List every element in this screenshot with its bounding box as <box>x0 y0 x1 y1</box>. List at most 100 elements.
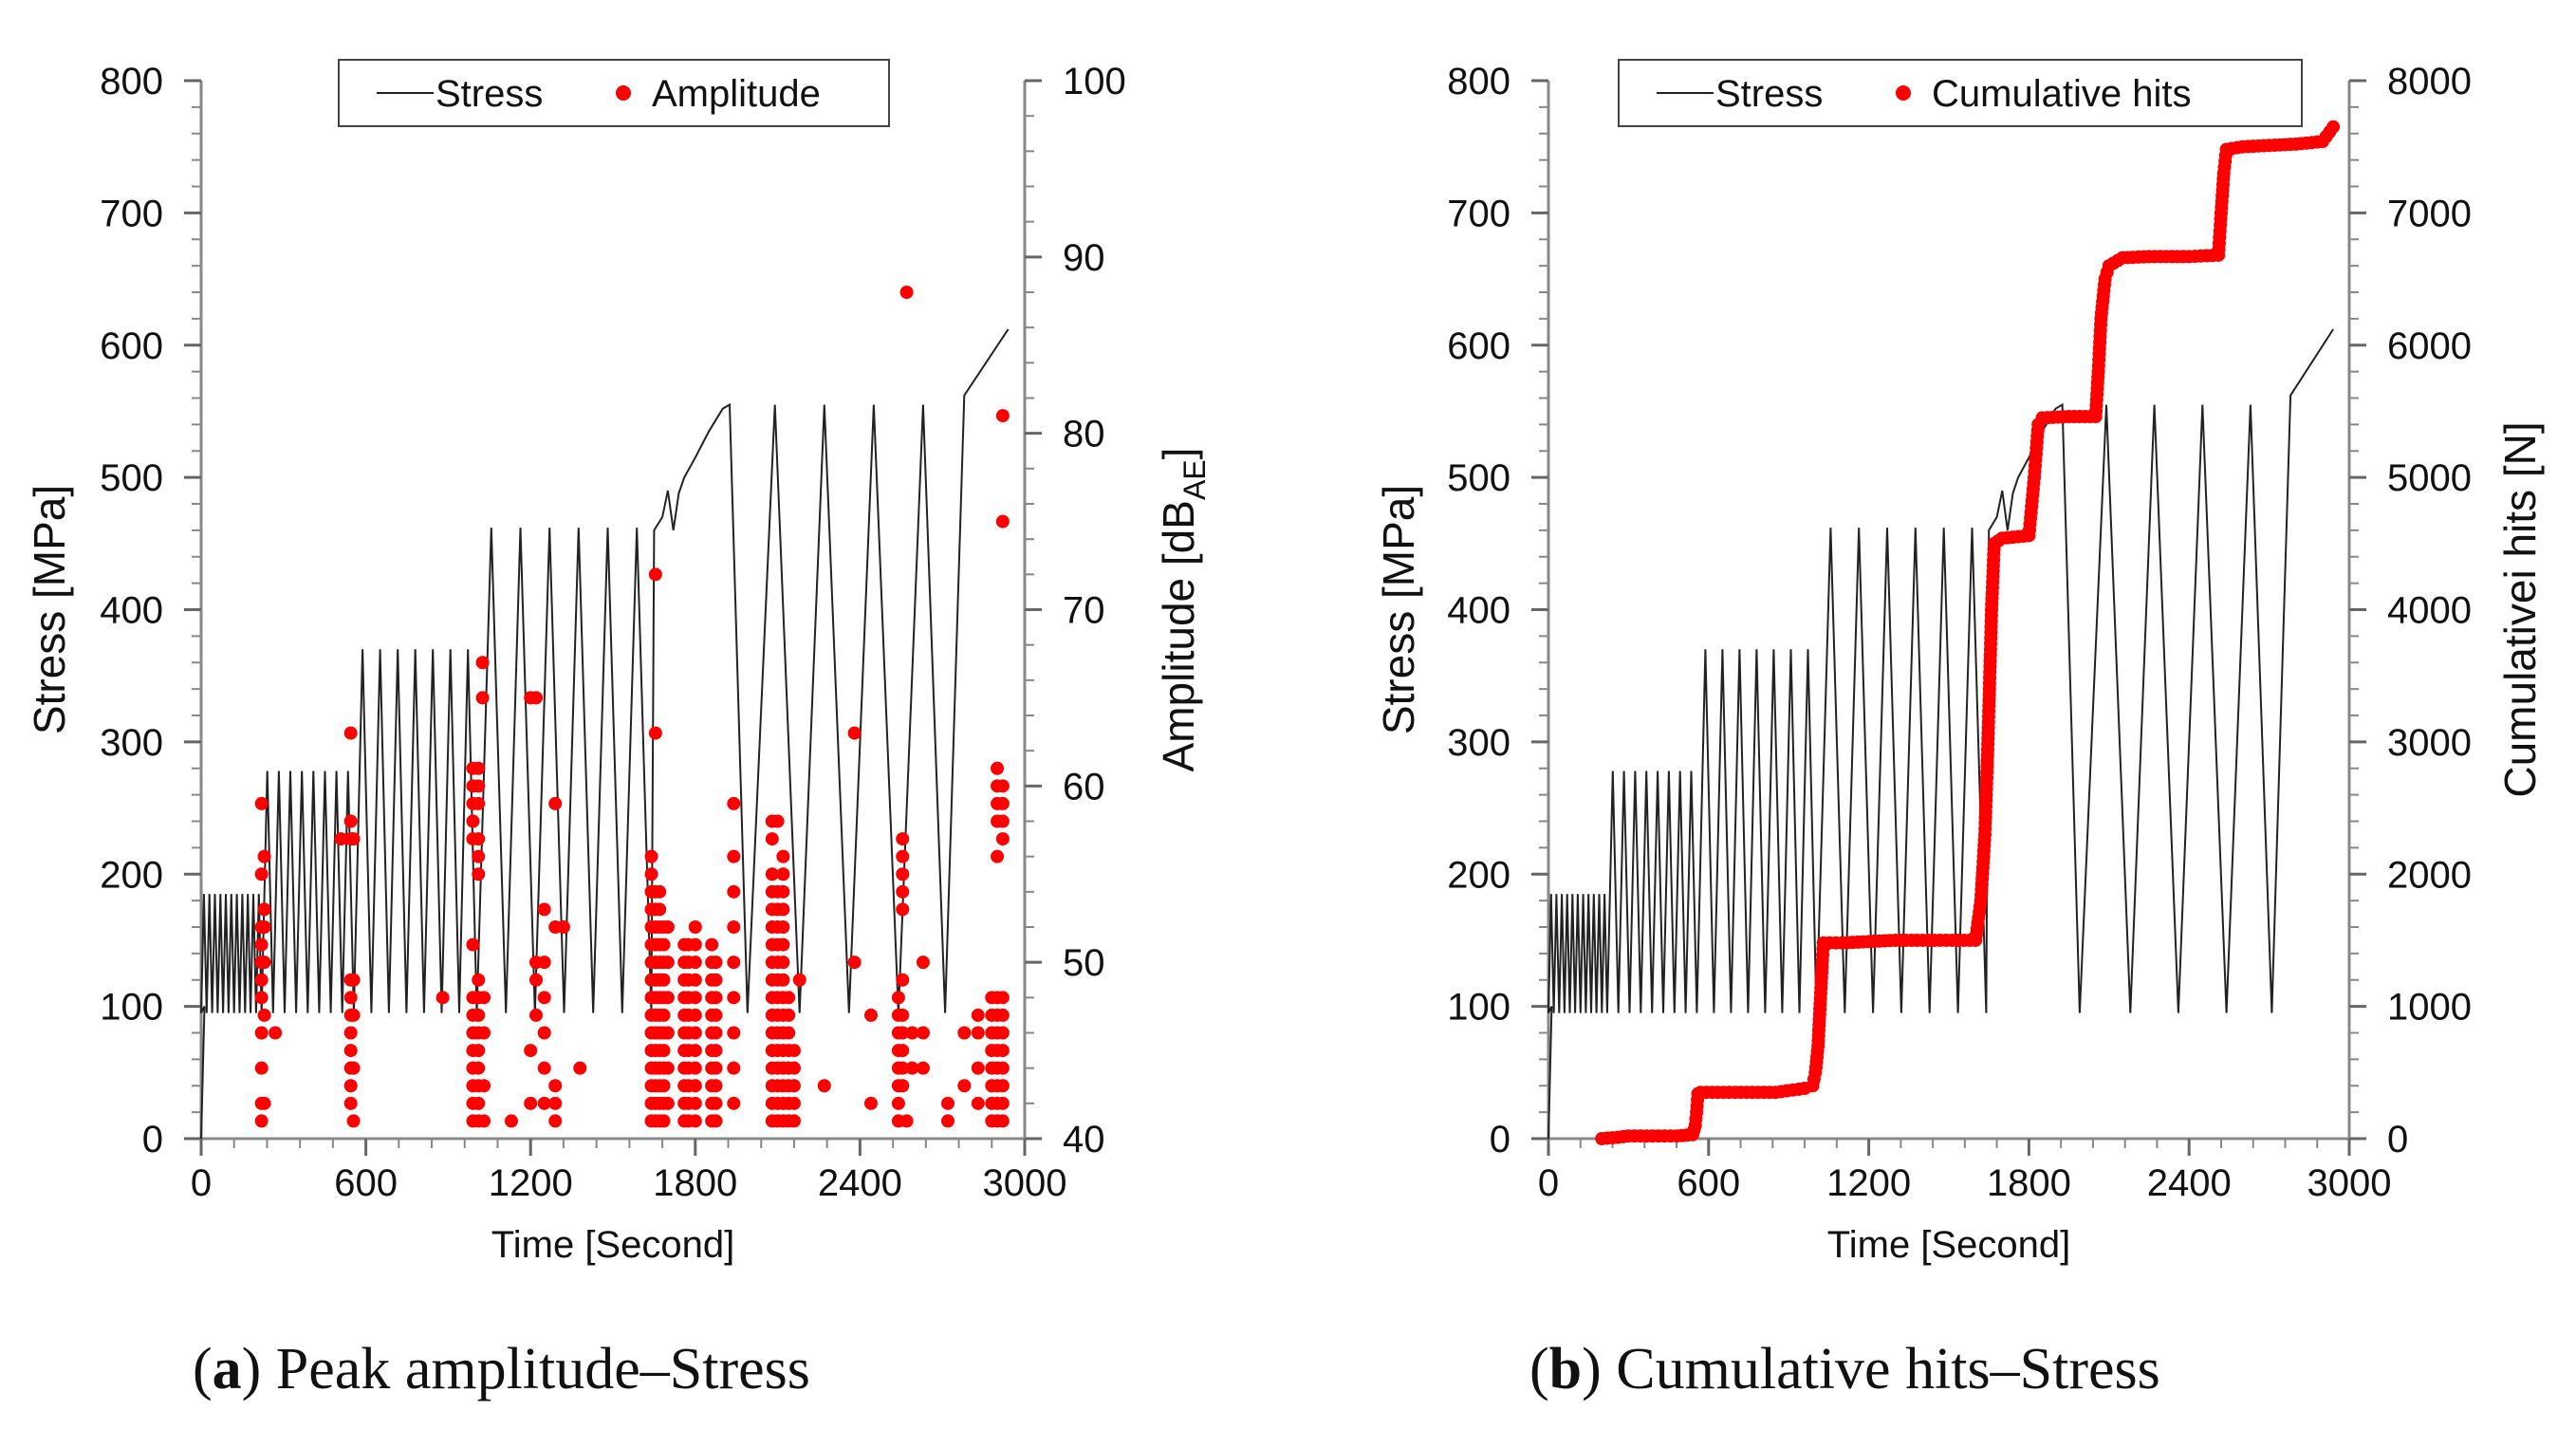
panel-b-y2-tick-label: 8000 <box>2387 61 2472 102</box>
panel-a-amplitude-point <box>472 1044 486 1058</box>
panel-a-y2-tick-label: 40 <box>1063 1119 1105 1160</box>
panel-a-amplitude-point <box>940 1114 954 1128</box>
panel-a-amplitude-point <box>727 1061 741 1075</box>
panel-a-amplitude-point <box>776 920 790 934</box>
panel-a-amplitude-point <box>995 1026 1010 1040</box>
panel-a-amplitude-point <box>660 920 675 934</box>
panel-a-amplitude-point <box>688 1061 702 1075</box>
panel-b-y2-tick-label: 3000 <box>2387 722 2472 764</box>
panel-a-amplitude-point <box>916 956 930 970</box>
panel-a-amplitude-point <box>709 1044 723 1058</box>
panel-a-amplitude-point <box>537 956 551 970</box>
panel-b-y-axis-title: Stress [MPa] <box>1374 485 1423 734</box>
panel-a-amplitude-point <box>709 1096 723 1110</box>
panel-a-x-tick-label: 600 <box>334 1162 398 1204</box>
panel-a-amplitude-point <box>709 1026 723 1040</box>
panel-a-amplitude-point <box>504 1114 518 1128</box>
panel-a-amplitude-point <box>334 832 348 846</box>
panel-a-amplitude-point <box>254 1114 269 1128</box>
panel-a-x-tick-label: 2400 <box>818 1162 902 1204</box>
panel-a-amplitude-point <box>477 1079 491 1093</box>
panel-a-amplitude-point <box>899 1114 914 1128</box>
panel-a-amplitude-point <box>896 849 910 863</box>
panel-b-y-tick-label: 700 <box>1447 193 1510 234</box>
panel-a-amplitude-point <box>657 1008 671 1022</box>
panel-a-amplitude-point <box>653 884 667 899</box>
panel-a-amplitude-point <box>254 1061 269 1075</box>
panel-a-amplitude-point <box>688 937 702 952</box>
panel-a-amplitude-point <box>257 849 271 863</box>
panel-a-amplitude-point <box>343 814 358 828</box>
panel-a-amplitude-point <box>971 1096 985 1110</box>
panel-a-y-tick-label: 200 <box>100 854 163 896</box>
panel-a-amplitude-point <box>787 1096 801 1110</box>
panel-a-amplitude-point <box>524 1096 538 1110</box>
panel-a-x-axis-title: Time [Second] <box>491 1224 734 1266</box>
panel-a-amplitude-point <box>472 779 486 793</box>
panel-a-amplitude-point <box>776 973 790 987</box>
panel-a-amplitude-point <box>995 779 1010 793</box>
panel-a-amplitude-point <box>896 973 910 987</box>
panel-a-y2-tick-label: 80 <box>1063 414 1105 455</box>
panel-a-amplitude-point <box>548 1096 563 1110</box>
panel-a-amplitude-point <box>709 1079 723 1093</box>
panel-a-x-tick-label: 1200 <box>489 1162 573 1204</box>
panel-b-y2-tick-label: 5000 <box>2387 457 2472 499</box>
panel-a-amplitude-point <box>727 1026 741 1040</box>
panel-a-y2-tick-label: 50 <box>1063 942 1105 984</box>
panel-a-amplitude-point <box>782 991 796 1005</box>
panel-a-legend-scatter-swatch <box>616 85 631 101</box>
panel-a-amplitude-point <box>477 991 491 1005</box>
panel-a-amplitude-point <box>971 1026 985 1040</box>
panel-a-amplitude-point <box>343 991 358 1005</box>
panel-b-y2-tick-label: 1000 <box>2387 987 2472 1029</box>
panel-a-amplitude-point <box>776 937 790 952</box>
panel-a-amplitude-point <box>709 1114 723 1128</box>
panel-a-amplitude-point <box>776 956 790 970</box>
panel-a-amplitude-point <box>709 991 723 1005</box>
panel-a-amplitude-point <box>727 1096 741 1110</box>
panel-a-amplitude-point <box>346 1114 361 1128</box>
panel-a-amplitude-point <box>688 920 702 934</box>
panel-a-amplitude-point <box>709 1061 723 1075</box>
panel-a-amplitude-point <box>548 1114 563 1128</box>
panel-a-amplitude-point <box>528 1008 543 1022</box>
panel-a-amplitude-point <box>995 832 1010 846</box>
panel-a-y2-axis-title: Amplitude [dBAE] <box>1154 448 1212 772</box>
panel-a-amplitude-point <box>971 1008 985 1022</box>
panel-a-amplitude-point <box>477 1114 491 1128</box>
panel-a-amplitude-point <box>346 973 361 987</box>
panel-a-amplitude-point <box>995 1044 1010 1058</box>
panel-a-chart: 0 600 1200 1800 2400 3000 0 100 200 300 400 500 600 7… <box>25 59 1212 1401</box>
panel-a-amplitude-point <box>257 956 271 970</box>
panel-b-legend-stress-label: Stress <box>1715 73 1823 115</box>
panel-b-y-tick-label: 600 <box>1447 325 1510 367</box>
panel-a-amplitude-point <box>688 973 702 987</box>
panel-a-amplitude-point <box>466 814 480 828</box>
panel-a-y-axis-title: Stress [MPa] <box>25 485 74 734</box>
panel-a-amplitude-point <box>644 867 658 882</box>
panel-a-amplitude-point <box>727 796 741 810</box>
panel-a-amplitude-point <box>776 849 790 863</box>
panel-a-amplitude-point <box>896 867 910 882</box>
panel-a-amplitude-point <box>995 796 1010 810</box>
panel-a-amplitude-point <box>847 956 862 970</box>
panel-a-amplitude-point <box>548 1079 563 1093</box>
panel-a-amplitude-point <box>346 1008 361 1022</box>
panel-b-y-tick-label: 500 <box>1447 457 1510 499</box>
panel-a-amplitude-point <box>660 956 675 970</box>
panel-a-amplitude-point <box>995 514 1010 529</box>
panel-a-amplitude-point <box>537 1096 551 1110</box>
panel-a-y-tick-label: 400 <box>100 590 163 632</box>
panel-a-amplitude-point <box>787 1114 801 1128</box>
panel-b-y2-tick-label: 6000 <box>2387 325 2472 367</box>
panel-b-x-tick-label: 600 <box>1677 1162 1740 1204</box>
panel-a-amplitude-point <box>709 956 723 970</box>
panel-a-amplitude-point <box>727 956 741 970</box>
panel-b-legend-box <box>1618 59 2303 127</box>
panel-a-amplitude-point <box>254 991 269 1005</box>
panel-b-x-tick-label: 3000 <box>2307 1162 2392 1204</box>
panel-a-amplitude-point <box>648 567 662 582</box>
panel-a-amplitude-point <box>257 920 271 934</box>
